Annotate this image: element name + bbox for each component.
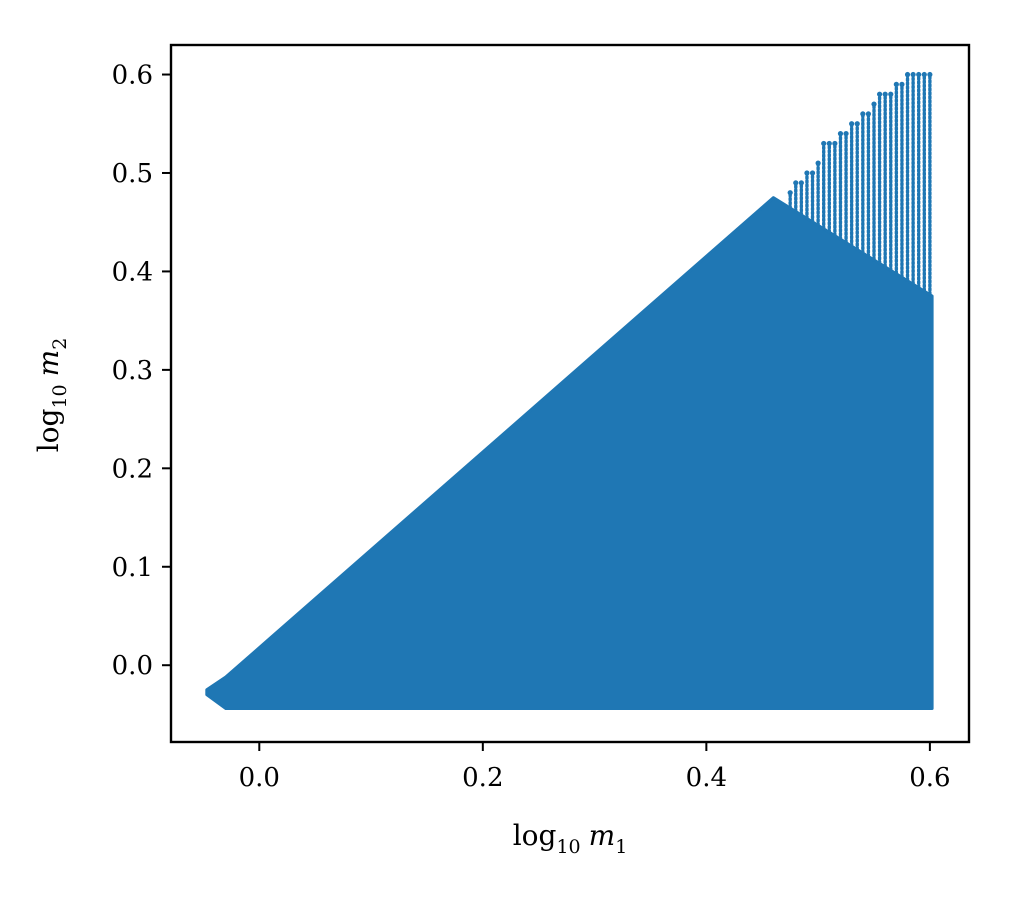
data-point (854, 121, 860, 127)
data-points-layer (205, 71, 934, 710)
data-point (832, 140, 838, 147)
data-point (809, 170, 816, 176)
x-tick-label: 0.0 (239, 763, 280, 793)
plot-frame (169, 43, 971, 744)
y-axis-label: log10 m2 (32, 338, 71, 453)
data-point (899, 81, 905, 87)
data-point (837, 131, 844, 137)
y-axis-label-base-subscript: 10 (49, 384, 71, 408)
y-axis-label-variable-subscript: 2 (49, 338, 71, 350)
data-point (843, 131, 849, 137)
data-point (815, 160, 821, 166)
data-point (882, 91, 888, 97)
data-point-cloud (205, 196, 934, 710)
data-point (865, 111, 872, 117)
data-point (927, 71, 933, 78)
data-point (860, 111, 866, 117)
data-point (821, 140, 827, 147)
x-axis-label-variable-subscript: 1 (615, 836, 627, 858)
data-point (904, 71, 911, 78)
x-axis-label-base: log (513, 819, 557, 852)
data-point (871, 101, 877, 107)
data-point (910, 71, 916, 78)
data-point (826, 140, 832, 147)
data-point (798, 180, 804, 186)
x-axis-label: log10 m1 (513, 819, 628, 858)
y-axis-label-variable: m (32, 350, 65, 377)
data-point (804, 170, 810, 176)
y-tick-label: 0.3 (112, 356, 153, 386)
x-tick-label: 0.2 (462, 763, 503, 793)
data-point (893, 81, 899, 87)
y-tick-label: 0.5 (112, 159, 153, 189)
data-point (849, 121, 855, 127)
data-point (876, 91, 883, 97)
y-tick-label: 0.6 (112, 61, 153, 91)
y-axis-ticks: 0.0 0.1 0.2 0.3 0.4 0.5 0.6 (112, 61, 171, 681)
y-tick-label: 0.1 (112, 553, 153, 583)
data-point (793, 180, 799, 186)
y-tick-label: 0.2 (112, 454, 153, 484)
data-point (888, 91, 894, 97)
y-tick-label: 0.0 (112, 651, 153, 681)
x-axis-label-base-subscript: 10 (556, 836, 580, 858)
x-axis-ticks: 0.0 0.2 0.4 0.6 (239, 742, 951, 793)
data-point (787, 190, 793, 196)
data-point (916, 71, 922, 78)
y-axis-label-base: log (32, 408, 65, 452)
x-tick-label: 0.6 (909, 763, 950, 793)
x-tick-label: 0.4 (686, 763, 727, 793)
x-axis-label-variable: m (589, 819, 616, 852)
y-tick-label: 0.4 (112, 257, 153, 287)
data-point (921, 71, 927, 78)
